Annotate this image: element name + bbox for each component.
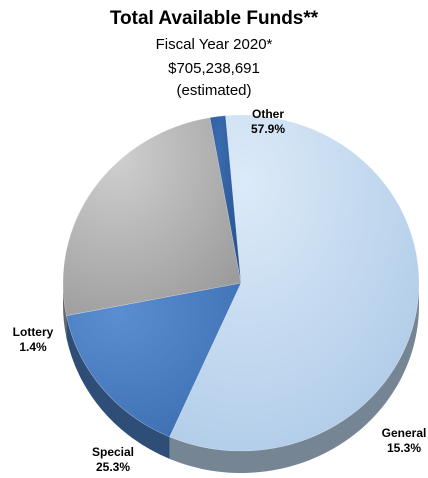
slice-label-special: Special	[92, 445, 134, 459]
chart-subtitle-total-amount: $705,238,691	[168, 60, 260, 77]
chart-subtitle-fiscal-year: Fiscal Year 2020*	[155, 36, 273, 53]
slice-value-other: 57.9%	[251, 122, 285, 136]
slice-value-special: 25.3%	[96, 460, 130, 474]
pie-slice-general	[66, 282, 242, 438]
chart-subtitle-estimated: (estimated)	[176, 82, 252, 99]
pie-side-general	[66, 315, 170, 459]
pie-slice-lottery	[209, 115, 242, 284]
pie-slices-group	[62, 114, 420, 474]
pie-slice-other	[169, 114, 420, 452]
pie-side-special	[63, 283, 67, 338]
pie-slice-special	[62, 117, 242, 317]
pie-side-other	[169, 283, 419, 474]
slice-value-general: 15.3%	[387, 441, 421, 455]
chart-title: Total Available Funds**	[109, 8, 319, 29]
slice-value-lottery: 1.4%	[19, 340, 47, 354]
slice-label-lottery: Lottery	[13, 325, 54, 339]
slice-label-general: General	[382, 426, 427, 440]
slice-label-other: Other	[252, 107, 284, 121]
